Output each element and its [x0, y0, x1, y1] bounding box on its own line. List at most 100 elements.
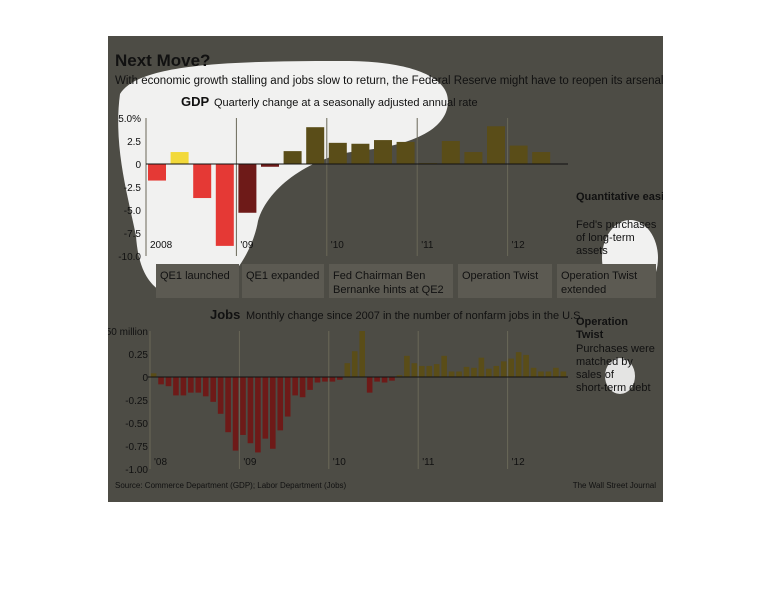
gdp-y-tick-label: -5.0: [124, 206, 142, 217]
event-label: Fed Chairman Ben: [333, 270, 425, 282]
jobs-subtitle: Monthly change since 2007 in the number …: [246, 310, 584, 322]
jobs-bar: [486, 368, 492, 377]
jobs-bar: [515, 352, 522, 377]
jobs-x-tick-label: '09: [243, 457, 256, 468]
jobs-bar: [255, 377, 261, 453]
chart-svg: Next Move? With economic growth stalling…: [108, 51, 663, 490]
jobs-bar: [500, 361, 507, 377]
jobs-bar: [389, 377, 395, 381]
gdp-bar: [215, 164, 234, 246]
gdp-bar: [509, 145, 528, 164]
jobs-bar: [270, 377, 276, 449]
jobs-bar: [165, 377, 172, 387]
event-label: QE1 expanded: [246, 270, 319, 282]
gdp-y-tick-label: 5.0%: [118, 114, 141, 125]
gdp-y-tick-label: 2.5: [127, 137, 141, 148]
event-box: [329, 264, 453, 298]
jobs-bar: [560, 371, 567, 377]
gdp-bar: [306, 127, 325, 164]
gdp-bar: [464, 152, 483, 164]
twist-callout-line: matched by: [576, 356, 633, 368]
twist-callout-title: Twist: [576, 329, 604, 341]
event-box: [557, 264, 656, 298]
gdp-bar: [532, 152, 551, 164]
gdp-bar: [283, 151, 302, 164]
event-box: [242, 264, 324, 298]
gdp-y-tick-label: -2.5: [124, 183, 142, 194]
jobs-bar: [433, 364, 440, 377]
event-label: Operation Twist: [561, 270, 637, 282]
jobs-bar: [329, 377, 336, 382]
jobs-bar: [344, 363, 351, 377]
jobs-bar: [158, 377, 164, 385]
jobs-bar: [463, 366, 470, 377]
jobs-bar: [359, 331, 365, 377]
jobs-y-tick-label: 0: [142, 373, 148, 384]
gdp-x-tick-label: '09: [240, 240, 253, 251]
gdp-bar: [328, 142, 347, 164]
gdp-bar: [238, 164, 257, 213]
jobs-bar: [173, 377, 179, 396]
jobs-bar: [493, 365, 500, 377]
jobs-bar: [314, 377, 321, 383]
jobs-x-tick-label: '08: [154, 457, 167, 468]
twist-callout-line: sales of: [576, 369, 615, 381]
jobs-bar: [262, 377, 269, 439]
chart-subtitle: With economic growth stalling and jobs s…: [115, 75, 663, 87]
jobs-bar: [419, 365, 425, 377]
gdp-bar: [396, 141, 415, 164]
jobs-bar: [471, 367, 477, 377]
gdp-y-tick-label: 0: [135, 160, 141, 171]
jobs-bar: [202, 377, 209, 397]
twist-callout-title: Operation: [576, 316, 628, 328]
chart-panel: Next Move? With economic growth stalling…: [108, 36, 663, 502]
jobs-bar: [538, 371, 544, 377]
qe-callout-line: Fed's purchases: [576, 219, 657, 231]
event-label: QE1 launched: [160, 270, 230, 282]
gdp-bar: [148, 164, 166, 181]
event-label: Bernanke hints at QE2: [333, 284, 444, 296]
chart-title: Next Move?: [115, 51, 210, 70]
jobs-bar: [381, 377, 388, 383]
jobs-bar: [448, 371, 455, 377]
event-box: [156, 264, 239, 298]
credit-note: The Wall Street Journal: [573, 481, 657, 490]
jobs-bar: [322, 377, 328, 382]
jobs-bar: [307, 377, 313, 390]
event-label: Operation Twist: [462, 270, 538, 282]
gdp-x-tick-label: '10: [331, 240, 344, 251]
jobs-bar: [553, 367, 559, 377]
gdp-bar: [487, 126, 505, 164]
jobs-bar: [188, 377, 194, 393]
gdp-y-tick-label: -7.5: [124, 229, 142, 240]
gdp-x-tick-label: '12: [512, 240, 525, 251]
qe-callout-line: assets: [576, 245, 608, 257]
jobs-bar: [240, 377, 246, 435]
jobs-bar: [441, 355, 447, 377]
jobs-bar: [217, 377, 224, 414]
jobs-bar: [210, 377, 216, 402]
jobs-bar: [299, 377, 306, 398]
jobs-bar: [478, 357, 485, 377]
gdp-bar: [193, 164, 212, 199]
gdp-bar: [170, 152, 189, 164]
jobs-bar: [545, 371, 552, 377]
jobs-bar: [530, 367, 537, 377]
qe-callout-title: Quantitative easing (QE): [576, 191, 663, 203]
jobs-bar: [247, 377, 254, 444]
jobs-bar: [426, 365, 433, 377]
jobs-title: Jobs: [210, 307, 240, 322]
jobs-bar: [150, 373, 157, 377]
jobs-x-tick-label: '11: [422, 457, 435, 468]
jobs-y-tick-label: -0.25: [125, 396, 148, 407]
gdp-x-tick-label: 2008: [150, 240, 173, 251]
jobs-bar: [411, 363, 418, 377]
jobs-bar: [404, 355, 410, 377]
gdp-subtitle: Quarterly change at a seasonally adjuste…: [214, 97, 478, 109]
jobs-bar: [232, 377, 239, 451]
jobs-bar: [292, 377, 298, 396]
gdp-bar: [351, 143, 370, 164]
jobs-y-tick-label: -1.00: [125, 465, 148, 476]
jobs-y-tick-label: -0.50: [125, 419, 148, 430]
jobs-x-tick-label: '12: [512, 457, 525, 468]
